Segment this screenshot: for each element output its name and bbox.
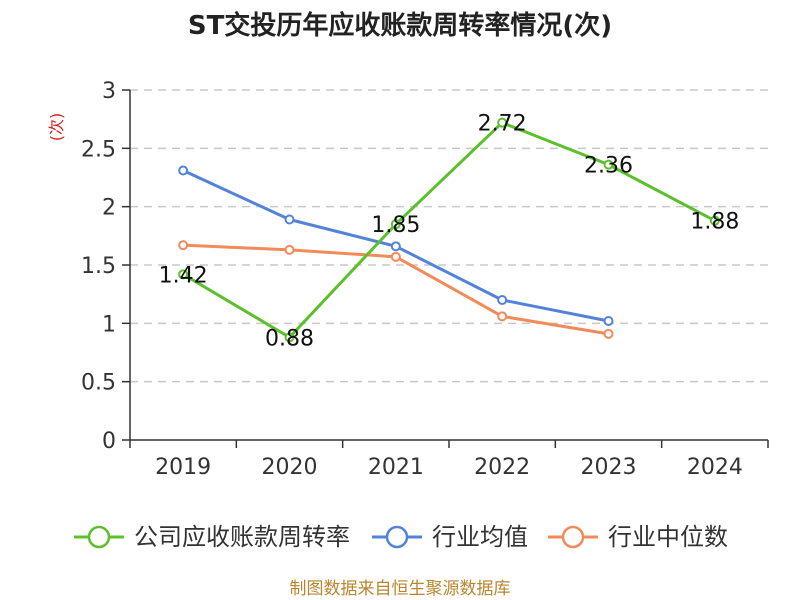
y-tick-label: 2.5 (81, 137, 116, 162)
legend-label: 行业均值 (432, 523, 528, 551)
data-label: 2.72 (478, 112, 527, 137)
data-point[interactable] (709, 215, 720, 226)
legend-label: 行业中位数 (608, 523, 728, 551)
data-point[interactable] (390, 219, 401, 230)
series-line (182, 121, 716, 339)
data-point[interactable] (603, 316, 614, 326)
series-0 (178, 117, 720, 343)
data-point[interactable] (284, 214, 295, 225)
y-tick-label: 0.5 (81, 371, 116, 396)
series-1 (178, 165, 614, 326)
y-tick-label: 1 (102, 312, 116, 337)
data-point[interactable] (178, 269, 189, 280)
data-point[interactable] (178, 165, 189, 176)
legend-swatch-marker (385, 525, 409, 549)
data-point[interactable] (390, 241, 401, 252)
data-labels: 1.42 0.88 1.85 2.72 2.36 1.88 (159, 112, 740, 352)
y-axis-label: (次) (47, 113, 66, 142)
chart-title: ST交投历年应收账款周转率情况(次) (188, 10, 612, 41)
legend-item[interactable]: 行业中位数 (548, 523, 728, 551)
axes: 0 0.5 1 1.5 2 2.5 3 2019 2020 2021 2022 2023 2024 (81, 79, 769, 480)
x-tick-label: 2024 (687, 455, 743, 480)
data-label: 1.88 (690, 210, 739, 235)
data-point[interactable] (178, 240, 189, 251)
data-point[interactable] (497, 117, 508, 128)
legend-item[interactable]: 行业均值 (372, 523, 528, 551)
legend[interactable]: 公司应收账款周转率 行业均值 行业中位数 (74, 523, 728, 551)
x-tick-label: 2019 (155, 455, 211, 480)
series-layer (178, 117, 720, 343)
data-label: 1.42 (159, 263, 208, 288)
x-tick-label: 2020 (262, 455, 318, 480)
legend-label: 公司应收账款周转率 (134, 523, 350, 551)
y-tick-label: 3 (102, 79, 116, 104)
series-2 (178, 240, 614, 339)
data-label: 1.85 (371, 213, 420, 238)
y-tick-label: 1.5 (81, 254, 116, 279)
y-tick-label: 0 (102, 429, 116, 454)
grid (130, 89, 768, 383)
x-tick-label: 2022 (474, 455, 530, 480)
x-tick-label: 2021 (368, 455, 424, 480)
data-point[interactable] (284, 244, 295, 255)
x-tick-label: 2023 (581, 455, 637, 480)
legend-item[interactable]: 公司应收账款周转率 (74, 523, 350, 551)
data-point[interactable] (497, 311, 508, 322)
data-label: 2.36 (584, 154, 633, 179)
legend-swatch-marker (561, 525, 585, 549)
data-point[interactable] (497, 295, 508, 305)
y-tick-label: 2 (102, 196, 116, 221)
source-note: 制图数据来自恒生聚源数据库 (290, 579, 511, 599)
legend-swatch-marker (87, 525, 111, 549)
data-point[interactable] (603, 328, 614, 339)
data-point[interactable] (603, 159, 614, 170)
data-point[interactable] (284, 332, 295, 343)
data-point[interactable] (390, 251, 401, 262)
data-label: 0.88 (265, 326, 314, 351)
